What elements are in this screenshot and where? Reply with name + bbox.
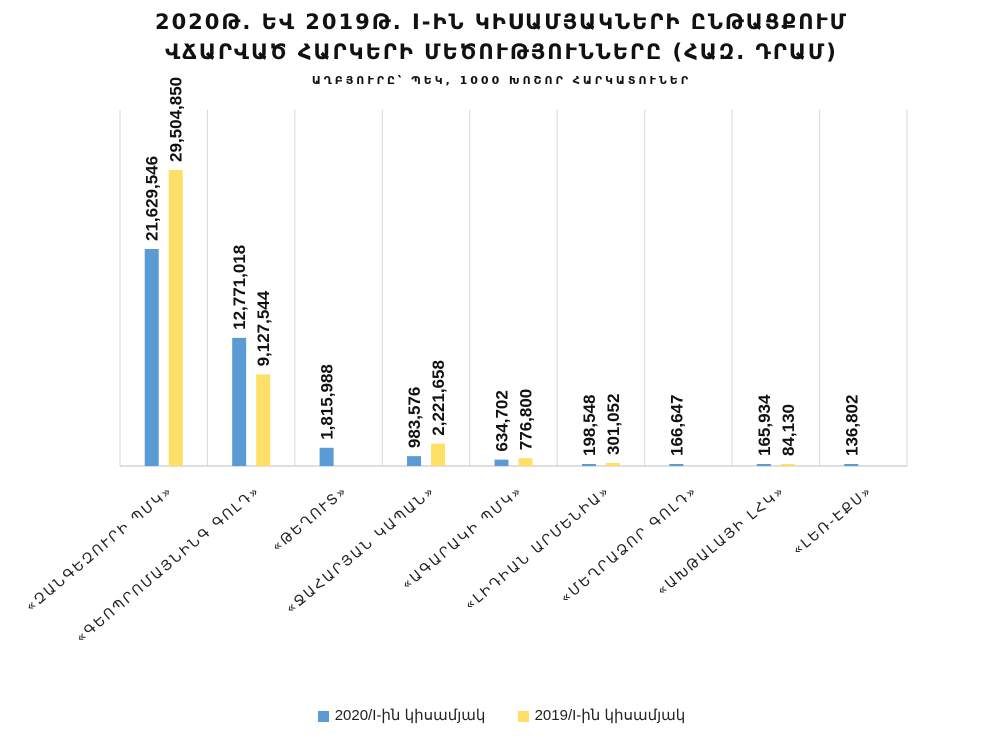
bar-2019: [605, 462, 620, 466]
bar-2019: [256, 374, 271, 466]
data-label: 84,130: [779, 404, 798, 456]
legend-swatch-2019: [517, 710, 529, 722]
bar-2019: [780, 464, 795, 466]
category-label: «ՋԱՀԱՐՅԱՆ ԿԱՊԱՆ»: [283, 483, 439, 617]
bar-2020: [407, 456, 422, 466]
data-label: 1,815,988: [318, 364, 337, 440]
data-label: 9,127,544: [254, 290, 273, 366]
category-label: «ԶԱՆԳԵԶՈՒՐԻ ՊՄԿ»: [23, 483, 176, 615]
bar-2020: [319, 447, 334, 466]
bar-2020: [756, 464, 771, 466]
data-label: 136,802: [842, 395, 861, 456]
bar-2020: [232, 337, 247, 466]
data-label: 776,800: [517, 389, 536, 450]
bar-2019: [168, 169, 183, 466]
category-label: «ԼԵՌ-ԷՔՍ»: [790, 483, 876, 559]
chart-title-line-2: ՎՃԱՐՎԱԾ ՀԱՐԿԵՐԻ ՄԵԾՈՒԹՅՈՒՆՆԵՐԸ (ՀԱԶ. ԴՐԱ…: [165, 40, 838, 64]
bar-2020: [581, 464, 596, 466]
data-label: 2,221,658: [429, 360, 448, 436]
data-label: 165,934: [755, 394, 774, 456]
bar-2020: [844, 464, 859, 466]
data-label: 12,771,018: [230, 245, 249, 330]
legend-label-2020: 2020/I-ին կիսամյակ: [334, 707, 486, 724]
data-label: 634,702: [493, 390, 512, 451]
bar-2020: [494, 459, 509, 466]
legend-label-2019: 2019/I-ին կիսամյակ: [534, 707, 686, 724]
data-label: 21,629,546: [143, 156, 162, 241]
legend-swatch-2020: [317, 710, 329, 722]
data-label: 983,576: [405, 387, 424, 448]
bar-2019: [431, 443, 446, 466]
category-label: «ԳԵՈՊՐՈՄԱՅՆԻՆԳ ԳՈԼԴ»: [73, 483, 263, 646]
data-label: 198,548: [580, 395, 599, 456]
data-label: 301,052: [604, 394, 623, 455]
legend: 2020/I-ին կիսամյակ 2019/I-ին կիսամյակ: [0, 706, 1003, 724]
bar-2020: [144, 248, 159, 466]
category-label: «ԼԻԴԻԱՆ ԱՐՄԵՆԻԱ»: [462, 483, 613, 614]
legend-item-2019: 2019/I-ին կիսամյակ: [517, 706, 686, 724]
legend-item-2020: 2020/I-ին կիսամյակ: [317, 706, 486, 724]
category-label: «ԹԵՂՈՒՏ»: [269, 483, 351, 555]
bar-2019: [518, 458, 533, 466]
chart-subtitle: ԱՂԲՅՈՒՐԸ՝ ՊԵԿ, 1000 ԽՈՇՈՐ ՀԱՐԿԱՏՈՒՆԵՐ: [311, 74, 692, 87]
chart-title-line-1: 2020Թ. ԵՎ 2019Թ. I-ԻՆ ԿԻՍԱՄՅԱԿՆԵՐԻ ԸՆԹԱՑ…: [154, 10, 849, 34]
category-label: «ՄԵՂՐԱՁՈՐ ԳՈԼԴ»: [558, 483, 701, 607]
bar-2020: [669, 464, 684, 466]
data-label: 166,647: [667, 395, 686, 456]
data-label: 29,504,850: [167, 77, 186, 162]
